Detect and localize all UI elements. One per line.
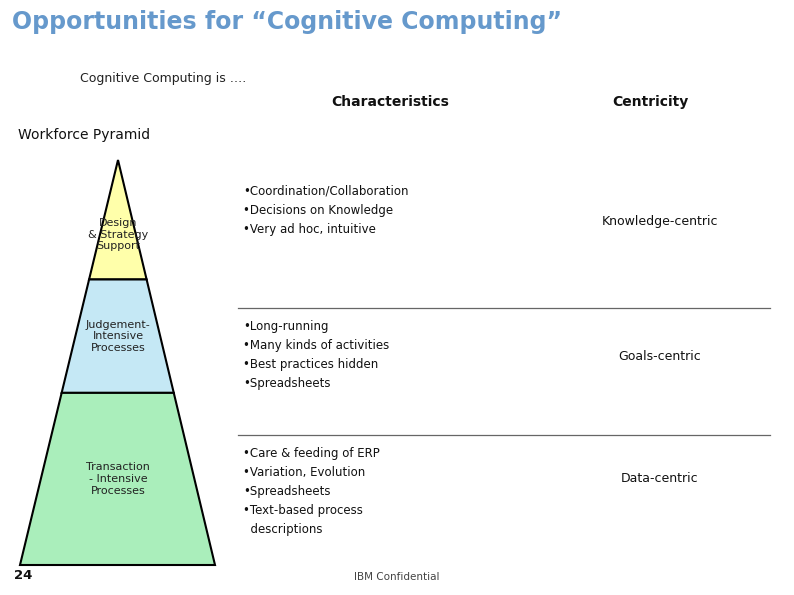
Text: Centricity: Centricity (612, 95, 688, 109)
Text: Goals-centric: Goals-centric (619, 350, 701, 363)
Polygon shape (89, 160, 147, 280)
Text: 24: 24 (14, 569, 33, 582)
Text: Design
& Strategy
Support: Design & Strategy Support (88, 218, 148, 251)
Text: Knowledge-centric: Knowledge-centric (602, 215, 719, 228)
Text: Data-centric: Data-centric (621, 472, 699, 485)
Text: Workforce Pyramid: Workforce Pyramid (18, 128, 150, 142)
Text: Judgement-
Intensive
Processes: Judgement- Intensive Processes (86, 320, 150, 353)
Text: Opportunities for “Cognitive Computing”: Opportunities for “Cognitive Computing” (12, 10, 562, 34)
Polygon shape (62, 280, 174, 393)
Polygon shape (20, 393, 215, 565)
Text: Cognitive Computing is ….: Cognitive Computing is …. (80, 72, 246, 85)
Text: Characteristics: Characteristics (331, 95, 449, 109)
Text: •Long-running
•Many kinds of activities
•Best practices hidden
•Spreadsheets: •Long-running •Many kinds of activities … (243, 320, 389, 390)
Text: IBM Confidential: IBM Confidential (354, 572, 440, 582)
Text: Transaction
- Intensive
Processes: Transaction - Intensive Processes (86, 462, 150, 496)
Text: •Coordination/Collaboration
•Decisions on Knowledge
•Very ad hoc, intuitive: •Coordination/Collaboration •Decisions o… (243, 185, 408, 236)
Text: •Care & feeding of ERP
•Variation, Evolution
•Spreadsheets
•Text-based process
 : •Care & feeding of ERP •Variation, Evolu… (243, 447, 380, 536)
